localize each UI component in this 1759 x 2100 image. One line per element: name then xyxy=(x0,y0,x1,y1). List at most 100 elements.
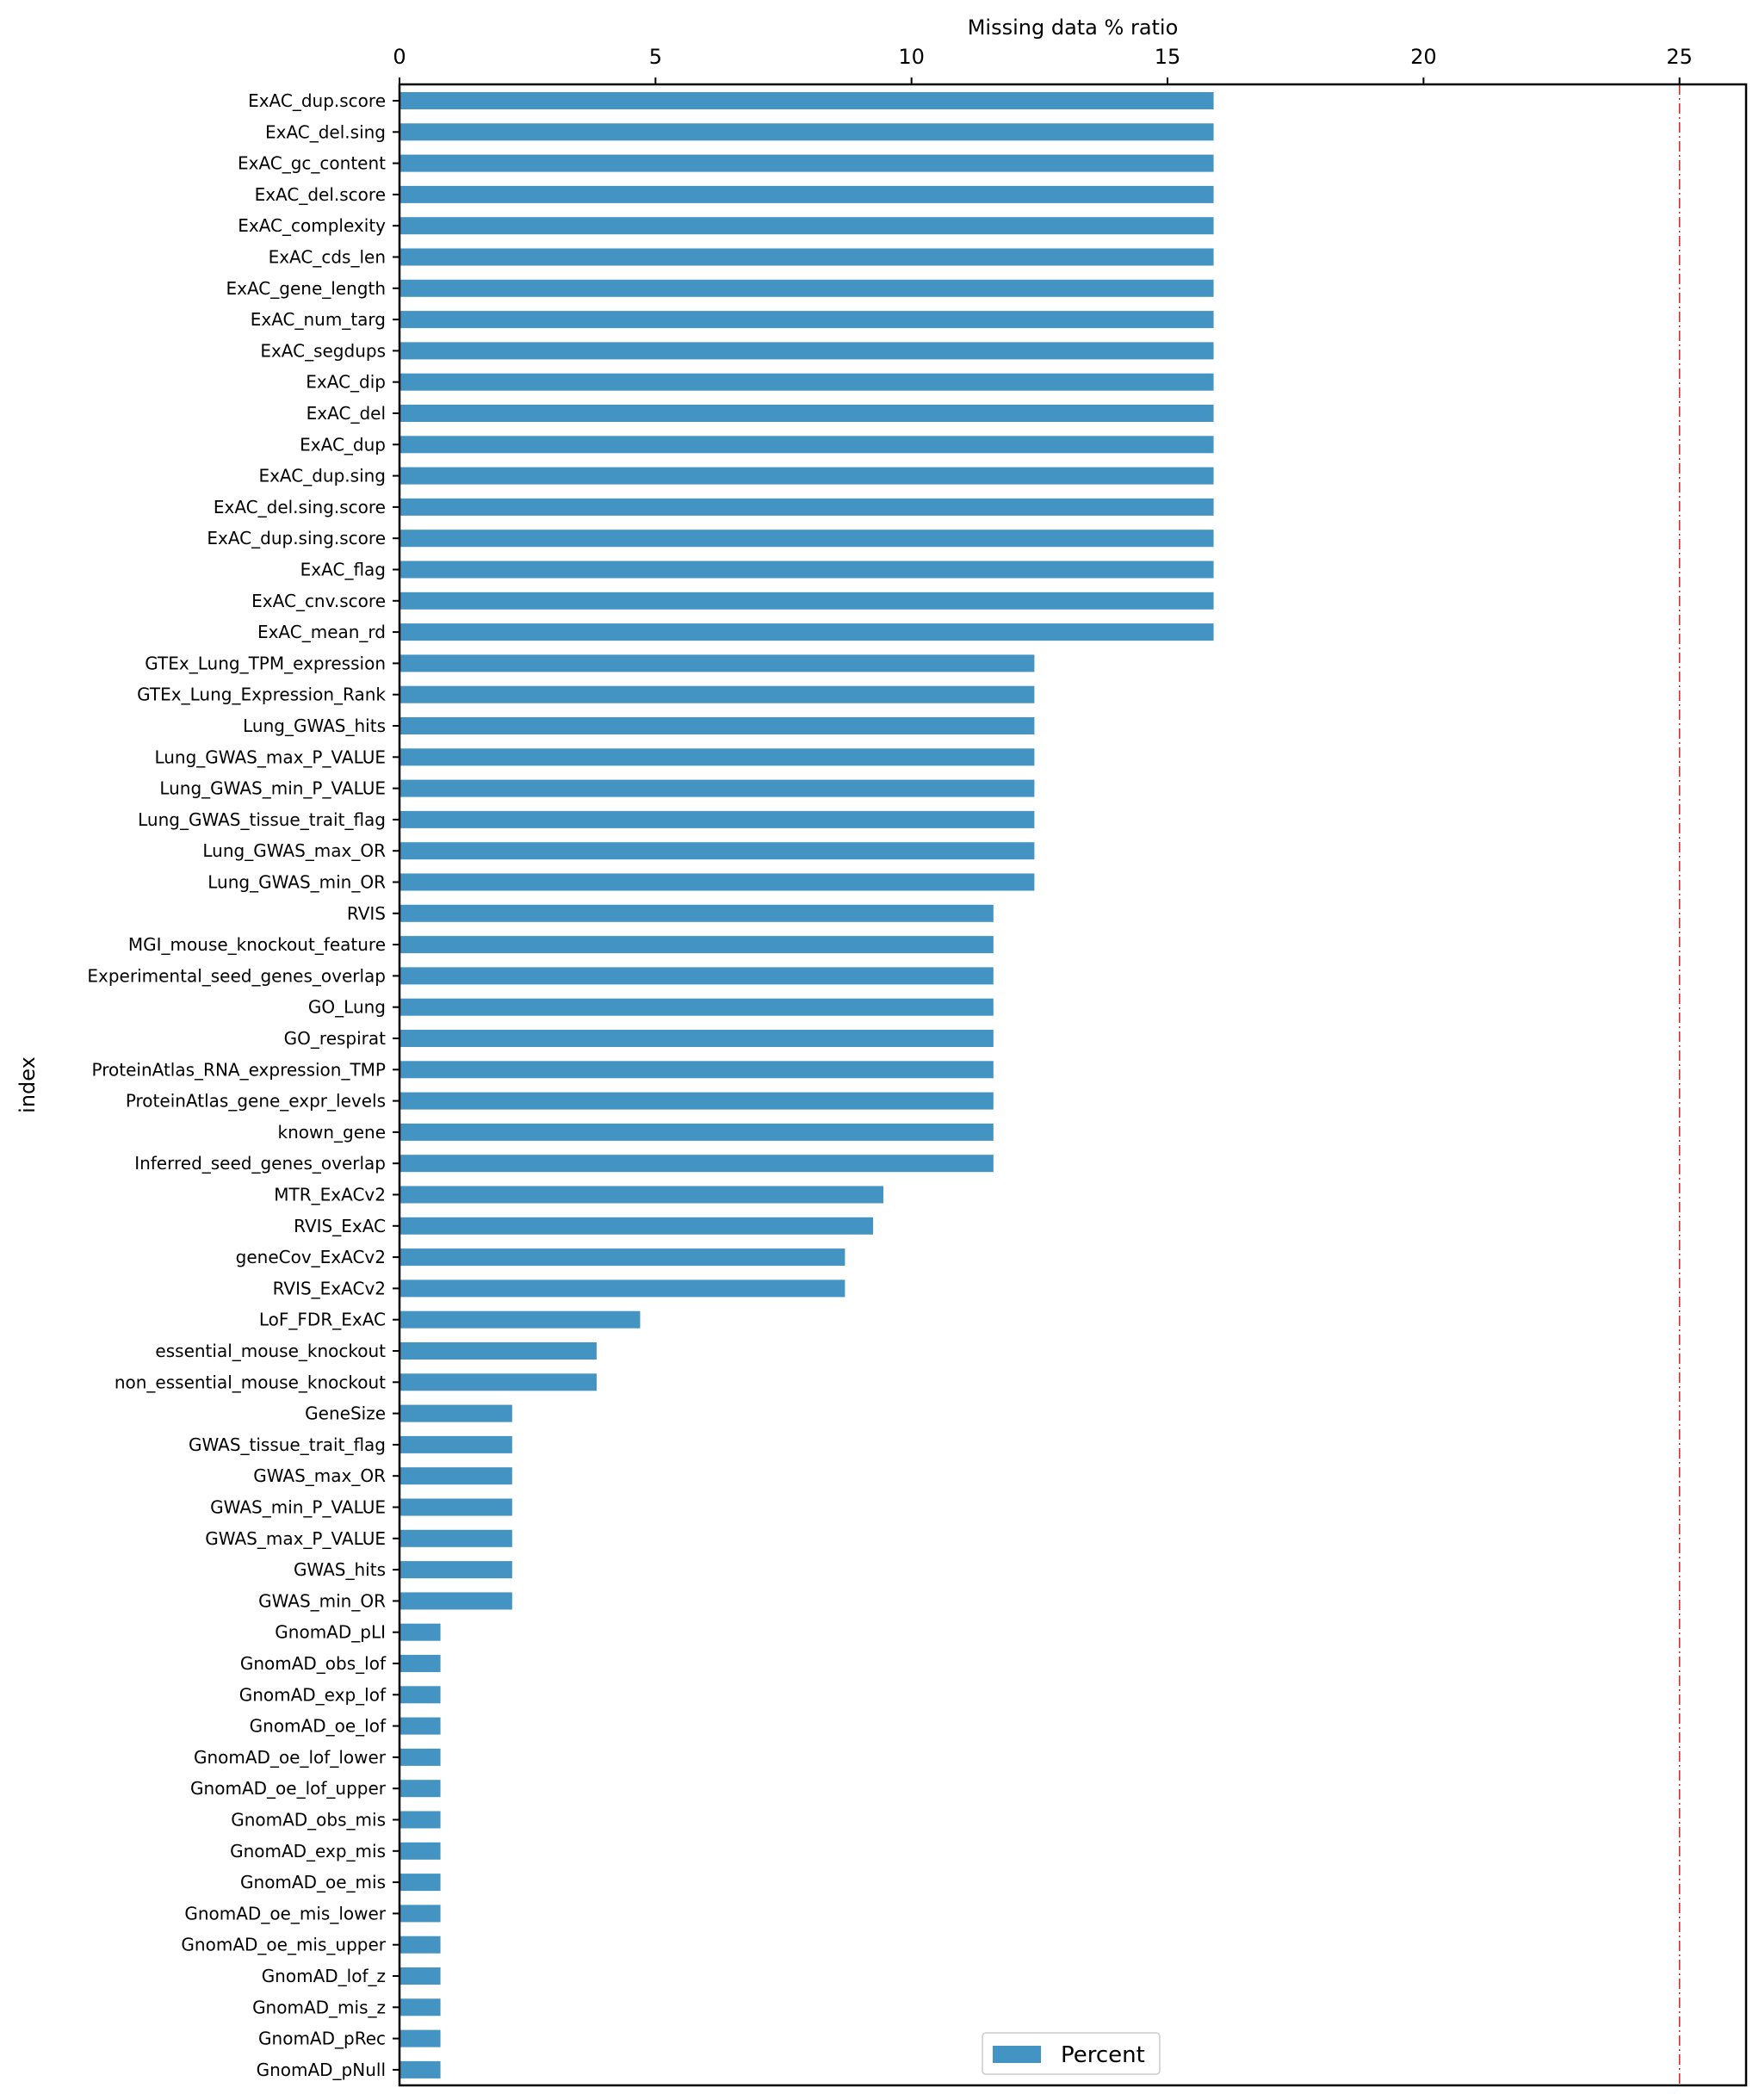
y-tick-label: GnomAD_oe_lof_upper xyxy=(190,1778,387,1799)
y-tick-label: ExAC_del.sing xyxy=(265,121,386,142)
bar-41 xyxy=(400,1373,597,1391)
x-tick-label: 0 xyxy=(393,45,406,69)
y-tick-label: Lung_GWAS_max_OR xyxy=(202,840,386,861)
bar-14 xyxy=(400,530,1214,548)
y-tick-label: ExAC_cnv.score xyxy=(251,591,386,611)
bar-46 xyxy=(400,1529,512,1547)
y-tick-label: ExAC_dup.sing xyxy=(258,466,386,486)
bar-11 xyxy=(400,436,1214,454)
y-tick-label: ExAC_del xyxy=(307,403,386,424)
y-tick-label: GnomAD_mis_z xyxy=(252,1997,386,2017)
bar-16 xyxy=(400,592,1214,610)
bar-13 xyxy=(400,498,1214,516)
bar-3 xyxy=(400,185,1214,203)
bar-15 xyxy=(400,561,1214,579)
y-tick-label: Lung_GWAS_max_P_VALUE xyxy=(154,746,386,767)
bar-22 xyxy=(400,779,1035,797)
y-tick-label: Inferred_seed_genes_overlap xyxy=(134,1153,386,1174)
y-tick-label: LoF_FDR_ExAC xyxy=(259,1310,386,1330)
y-tick-label: Lung_GWAS_min_OR xyxy=(207,872,386,893)
legend-frame xyxy=(982,2032,1161,2075)
bar-60 xyxy=(400,1967,441,1985)
bar-28 xyxy=(400,967,994,985)
y-tick-label: GWAS_tissue_trait_flag xyxy=(189,1434,386,1455)
y-tick-label: GnomAD_pRec xyxy=(258,2029,386,2049)
y-tick-label: ExAC_del.sing.score xyxy=(214,497,386,517)
y-tick-label: geneCov_ExACv2 xyxy=(236,1247,386,1267)
bar-55 xyxy=(400,1811,441,1829)
x-axis-ticks: 0 5 10 15 20 25 xyxy=(393,45,1693,84)
y-tick-label: GnomAD_obs_lof xyxy=(240,1653,387,1674)
y-tick-label: non_essential_mouse_knockout xyxy=(115,1372,386,1392)
y-tick-label: GWAS_max_P_VALUE xyxy=(205,1528,386,1549)
bar-25 xyxy=(400,873,1035,891)
y-tick-label: ExAC_mean_rd xyxy=(257,622,386,642)
y-tick-label: GnomAD_oe_mis_upper xyxy=(181,1935,386,1955)
y-tick-label: ExAC_segdups xyxy=(260,340,386,361)
x-tick-label: 15 xyxy=(1155,45,1181,69)
bar-57 xyxy=(400,1874,441,1892)
bar-33 xyxy=(400,1123,994,1141)
bars-layer xyxy=(400,92,1214,2078)
bar-5 xyxy=(400,248,1214,266)
bar-32 xyxy=(400,1092,994,1110)
y-tick-label: ExAC_gene_length xyxy=(226,278,387,299)
bar-59 xyxy=(400,1936,441,1954)
bar-56 xyxy=(400,1842,441,1860)
y-tick-label: Lung_GWAS_tissue_trait_flag xyxy=(138,809,386,830)
bar-36 xyxy=(400,1217,874,1235)
bar-63 xyxy=(400,2060,441,2078)
y-tick-label: RVIS_ExAC xyxy=(294,1216,386,1236)
bar-21 xyxy=(400,748,1035,766)
y-tick-label: GnomAD_exp_mis xyxy=(230,1841,386,1862)
bar-43 xyxy=(400,1435,512,1453)
y-tick-label: GWAS_hits xyxy=(294,1559,386,1580)
y-tick-label: MTR_ExACv2 xyxy=(274,1185,386,1205)
bar-51 xyxy=(400,1686,441,1704)
bar-9 xyxy=(400,373,1214,391)
bar-37 xyxy=(400,1248,845,1267)
y-tick-label: known_gene xyxy=(277,1122,386,1143)
bar-44 xyxy=(400,1467,512,1485)
y-tick-label: GnomAD_oe_lof_lower xyxy=(194,1747,387,1768)
x-tick-label: 5 xyxy=(649,45,662,69)
x-axis-title: Missing data % ratio xyxy=(968,15,1179,40)
y-tick-label: ExAC_dup.score xyxy=(248,90,386,111)
y-tick-label: MGI_mouse_knockout_feature xyxy=(128,934,386,955)
y-tick-label: GnomAD_exp_lof xyxy=(239,1684,387,1705)
y-tick-label: GnomAD_oe_mis_lower xyxy=(184,1903,386,1923)
bar-1 xyxy=(400,123,1214,141)
bar-18 xyxy=(400,654,1035,672)
y-tick-label: GTEx_Lung_Expression_Rank xyxy=(137,685,386,705)
legend: Percent xyxy=(982,2032,1161,2075)
bar-31 xyxy=(400,1061,994,1079)
bar-29 xyxy=(400,998,994,1016)
x-tick-label: 10 xyxy=(898,45,925,69)
bar-47 xyxy=(400,1561,512,1579)
bar-6 xyxy=(400,279,1214,297)
y-tick-label: Experimental_seed_genes_overlap xyxy=(87,965,386,986)
y-tick-label: GWAS_min_OR xyxy=(258,1590,386,1611)
bar-38 xyxy=(400,1279,845,1298)
bar-4 xyxy=(400,217,1214,235)
bar-23 xyxy=(400,810,1035,828)
y-tick-label: ExAC_num_targ xyxy=(251,309,386,330)
y-tick-label: GnomAD_oe_mis xyxy=(240,1872,386,1892)
bar-48 xyxy=(400,1592,512,1610)
y-axis-title: index xyxy=(15,1056,40,1113)
bar-62 xyxy=(400,2029,441,2047)
y-tick-label: ExAC_del.score xyxy=(255,184,386,205)
bar-54 xyxy=(400,1780,441,1798)
y-tick-label: ExAC_gc_content xyxy=(238,153,386,174)
bar-26 xyxy=(400,904,994,922)
bar-52 xyxy=(400,1717,441,1735)
y-tick-label: ExAC_dup xyxy=(300,434,386,455)
bar-39 xyxy=(400,1310,641,1329)
y-tick-label: GWAS_max_OR xyxy=(253,1465,386,1486)
bar-45 xyxy=(400,1498,512,1516)
legend-label: Percent xyxy=(1061,2042,1145,2068)
bar-20 xyxy=(400,717,1035,734)
bar-10 xyxy=(400,405,1214,422)
y-tick-label: ExAC_cds_len xyxy=(269,247,386,268)
